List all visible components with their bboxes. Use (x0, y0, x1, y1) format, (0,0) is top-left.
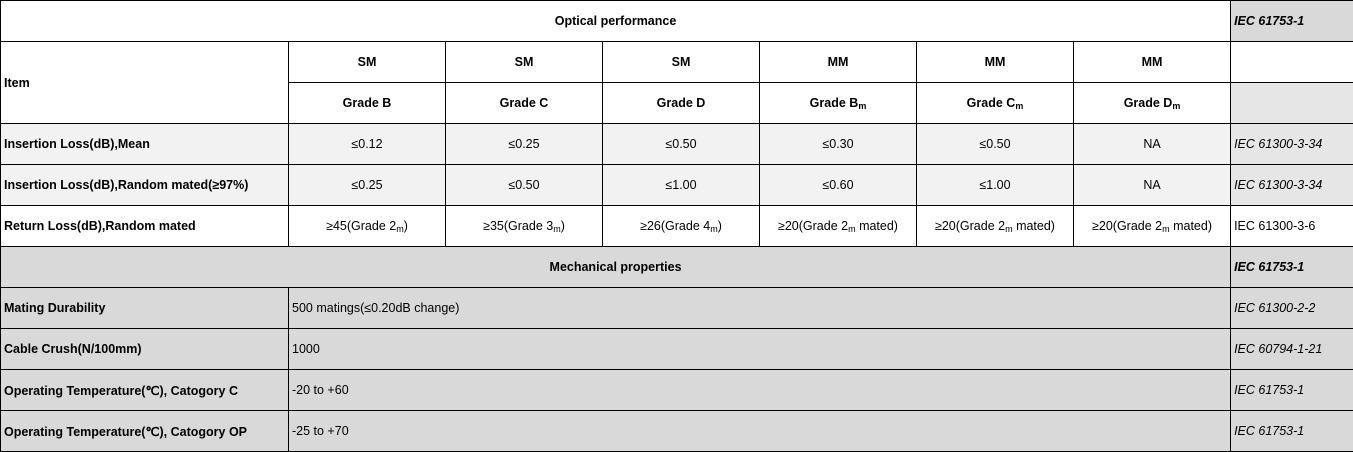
grade-header-row: Grade B Grade C Grade D Grade Bm Grade C… (1, 82, 1353, 124)
row-value: ≥35(Grade 3m) (445, 205, 603, 247)
col-type: SM (288, 41, 446, 83)
col-type: MM (916, 41, 1074, 83)
row-value: ≤0.12 (288, 123, 446, 165)
col-type: SM (445, 41, 603, 83)
type-header-row: Item SM SM SM MM MM MM (0, 41, 1353, 124)
item-label: Item (0, 41, 289, 124)
row-standard: IEC 61300-3-6 (1230, 205, 1353, 247)
mechanical-title: Mechanical properties (0, 246, 1232, 288)
col-grade: Grade C (445, 82, 603, 124)
row-label: Mating Durability (0, 287, 289, 329)
row-value: -25 to +70 (287, 410, 1232, 452)
row-label: Return Loss(dB),Random mated (0, 205, 289, 247)
row-standard: IEC 61753-1 (1230, 369, 1353, 411)
col-grade: Grade Bm (759, 82, 917, 124)
col-grade: Grade Dm (1072, 82, 1232, 124)
table-row: Insertion Loss(dB),Mean ≤0.12 ≤0.25 ≤0.5… (0, 123, 1353, 165)
row-value: 1000 (287, 328, 1232, 370)
row-standard: IEC 60794-1-21 (1230, 328, 1353, 370)
row-label: Operating Temperature(℃), Catogory OP (0, 410, 289, 452)
row-value: ≥20(Grade 2m mated) (916, 205, 1074, 247)
row-value: ≥45(Grade 2m) (288, 205, 446, 247)
table-row: Insertion Loss(dB),Random mated(≥97%) ≤0… (0, 164, 1353, 206)
table-row: Return Loss(dB),Random mated ≥45(Grade 2… (0, 205, 1353, 247)
row-value: -20 to +60 (287, 369, 1232, 411)
row-value: ≤0.30 (759, 123, 917, 165)
table-row: Operating Temperature(℃), Catogory C -20… (0, 369, 1353, 411)
optical-header-row: Optical performance IEC 61753-1 (0, 0, 1353, 42)
row-value: ≥20(Grade 2m mated) (759, 205, 917, 247)
empty-cell (1230, 82, 1353, 124)
row-value: ≤1.00 (602, 164, 760, 206)
row-value: ≤0.60 (759, 164, 917, 206)
row-value: ≤0.50 (445, 164, 603, 206)
mechanical-header-row: Mechanical properties IEC 61753-1 (0, 246, 1353, 288)
mechanical-standard: IEC 61753-1 (1230, 246, 1353, 288)
col-grade: Grade B (288, 82, 446, 124)
row-value: NA (1072, 123, 1232, 165)
row-standard: IEC 61753-1 (1230, 410, 1353, 452)
row-value: ≤0.25 (288, 164, 446, 206)
row-standard: IEC 61300-3-34 (1230, 164, 1353, 206)
optical-standard: IEC 61753-1 (1230, 0, 1353, 42)
table-row: Mating Durability 500 matings(≤0.20dB ch… (0, 287, 1353, 329)
empty-cell (1230, 41, 1353, 83)
row-value: ≤0.50 (916, 123, 1074, 165)
row-label: Operating Temperature(℃), Catogory C (0, 369, 289, 411)
table-row: Operating Temperature(℃), Catogory OP -2… (0, 410, 1353, 452)
row-value: NA (1072, 164, 1232, 206)
row-value: ≥26(Grade 4m) (602, 205, 760, 247)
col-type: MM (1072, 41, 1232, 83)
col-grade: Grade Cm (916, 82, 1074, 124)
table-row: Cable Crush(N/100mm) 1000 IEC 60794-1-21 (0, 328, 1353, 370)
row-value: ≥20(Grade 2m mated) (1072, 205, 1232, 247)
row-label: Cable Crush(N/100mm) (0, 328, 289, 370)
col-type: SM (602, 41, 760, 83)
row-label: Insertion Loss(dB),Mean (0, 123, 289, 165)
row-label: Insertion Loss(dB),Random mated(≥97%) (0, 164, 289, 206)
row-standard: IEC 61300-2-2 (1230, 287, 1353, 329)
row-value: ≤0.25 (445, 123, 603, 165)
row-standard: IEC 61300-3-34 (1230, 123, 1353, 165)
optical-title: Optical performance (0, 0, 1232, 42)
row-value: 500 matings(≤0.20dB change) (287, 287, 1232, 329)
col-grade: Grade D (602, 82, 760, 124)
col-type: MM (759, 41, 917, 83)
row-value: ≤1.00 (916, 164, 1074, 206)
row-value: ≤0.50 (602, 123, 760, 165)
